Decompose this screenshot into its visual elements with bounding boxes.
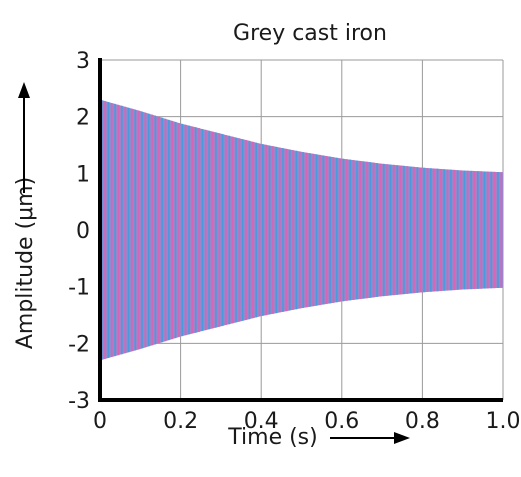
x-tick-label: 1.0	[486, 409, 521, 434]
y-tick-label: -2	[68, 332, 90, 357]
y-axis-label: Amplitude (μm)	[13, 177, 38, 349]
x-tick-label: 0	[93, 409, 107, 434]
y-axis-label-group: Amplitude (μm)	[13, 82, 38, 349]
x-tick-label: 0.8	[405, 409, 440, 434]
x-axis-label: Time (s)	[227, 425, 317, 450]
y-tick-label: 1	[76, 162, 90, 187]
y-tick-label: 2	[76, 106, 90, 131]
y-tick-label: 0	[76, 219, 90, 244]
y-tick-label: 3	[76, 49, 90, 74]
x-axis-label-group: Time (s)	[227, 425, 410, 450]
wave-envelope	[100, 99, 503, 361]
x-tick-label: 0.4	[244, 409, 279, 434]
x-axis-arrow-head	[394, 432, 410, 444]
y-tick-label: -3	[68, 389, 90, 414]
y-axis-arrow-head	[18, 82, 30, 98]
x-tick-label: 0.2	[163, 409, 198, 434]
chart-title: Grey cast iron	[233, 21, 387, 46]
x-tick-label: 0.6	[324, 409, 359, 434]
tick-labels: 0 0.2 0.4 0.6 0.8 1.0 3 2 1 0 -1 -2 -3	[68, 49, 520, 434]
y-tick-label: -1	[68, 276, 90, 301]
axes	[98, 58, 503, 402]
waveform	[100, 99, 503, 361]
